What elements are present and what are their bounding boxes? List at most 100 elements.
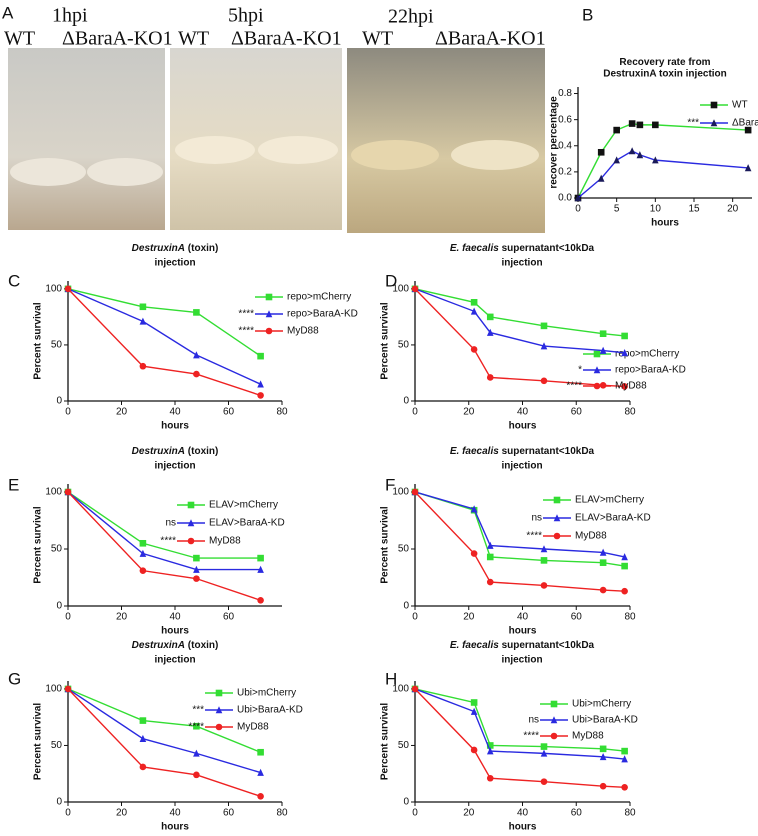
series-line [67,288,261,397]
x-tick-label: 20 [116,407,128,418]
significance: **** [238,326,254,337]
legend-label: ELAV>mCherry [209,500,278,511]
series-line [577,150,749,199]
significance: **** [523,731,539,742]
y-tick-label: 0 [403,396,409,407]
series-line [414,288,625,388]
marker [744,164,752,172]
significance: **** [160,536,176,547]
marker [540,557,548,564]
title-rest: supernatant<10kDa [502,640,595,651]
food [351,140,439,170]
legend-label: ELAV>BaraA-KD [209,518,285,529]
legend-marker [593,350,601,358]
y-tick-label: 50 [51,544,63,555]
x-tick-label: 0 [412,612,418,623]
legend-label: repo>mCherry [615,349,679,360]
series-line [67,288,261,357]
legend-marker [710,101,718,109]
marker [486,774,494,782]
marker [599,548,607,556]
y-axis-label: Percent survival [380,302,391,379]
chart: E. faecalis supernatant<10kDa injection 0 5… [380,446,651,637]
series-line [67,688,261,774]
x-tick-label: 15 [688,204,700,215]
legend-marker [215,706,223,714]
photo-time: 22hpi [388,6,434,28]
legend-label: repo>BaraA-KD [287,309,358,320]
legend-label: ΔBaraA-KO1 [732,118,758,129]
legend-label: MyD88 [615,381,647,392]
legend-marker [187,537,195,545]
marker [652,121,659,129]
y-tick-label: 0 [403,797,409,808]
marker [599,586,607,594]
marker [411,685,419,693]
marker [193,565,200,573]
series-line [67,688,261,798]
series-line [414,688,625,760]
marker [470,505,478,513]
legend-marker [265,293,273,301]
marker [621,587,628,595]
x-tick-label: 60 [571,808,583,819]
chart-title: injection [154,655,195,666]
marker [486,578,494,586]
marker [599,745,607,753]
legend-marker [550,716,558,724]
legend-marker [550,732,558,740]
y-tick-label: 100 [45,684,62,695]
x-tick-label: 10 [650,204,662,215]
title-italic: E. faecalis [450,640,499,651]
significance: ns [165,518,176,529]
marker [193,309,200,316]
significance: **** [238,309,254,320]
title-rest: (toxin) [188,243,219,254]
marker [621,562,628,570]
y-tick-label: 100 [392,684,409,695]
legend-label: Ubi>BaraA-KD [572,715,638,726]
y-tick-label: 0.0 [558,193,572,204]
series-line [67,491,261,571]
y-tick-label: 100 [392,283,409,294]
marker [193,749,200,757]
marker [139,362,147,370]
title-italic: DestruxinA [132,640,185,651]
marker [486,313,494,321]
legend-marker [265,327,273,335]
legend-marker [187,519,195,527]
y-tick-label: 0.6 [558,114,572,125]
photo-time: 5hpi [228,5,264,27]
significance: *** [192,705,204,716]
marker [486,328,494,336]
chart-title: injection [501,461,542,472]
y-tick-label: 0.4 [558,140,572,151]
marker [599,346,607,354]
title-italic: E. faecalis [450,243,499,254]
chart: DestruxinA (toxin) injection 0 50 100 0 20 40 60… [33,640,303,833]
y-axis-label: Percent survival [33,506,44,583]
marker [64,488,72,496]
marker [636,121,644,129]
title-rest: (toxin) [188,446,219,457]
significance: ns [528,715,539,726]
marker [257,565,264,573]
legend-label: WT [732,100,748,111]
series-line [414,491,625,567]
marker [257,352,264,360]
marker [257,793,264,800]
x-tick-label: 0 [65,407,71,418]
legend-label: repo>mCherry [287,292,351,303]
y-tick-label: 50 [398,740,410,751]
panel-label: F [385,475,395,494]
title-rest: Recovery rate from [619,57,710,68]
y-axis-label: Percent survival [380,703,391,780]
series-line [414,491,625,558]
photo [8,48,165,230]
x-tick-label: 40 [169,808,181,819]
series-line [414,688,625,752]
marker [139,303,147,311]
y-axis-label: Percent survival [33,302,44,379]
chart-title: injection [154,258,195,269]
marker [411,488,419,496]
